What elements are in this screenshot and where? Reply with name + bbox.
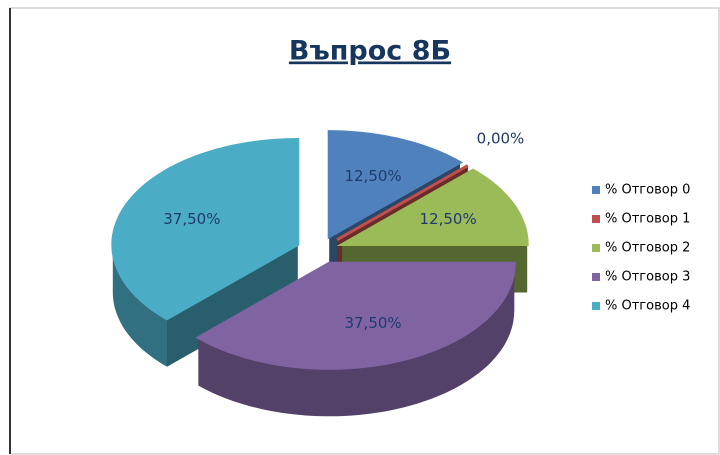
legend-swatch — [592, 244, 600, 252]
slice — [111, 137, 300, 321]
data-label: 37,50% — [344, 314, 401, 332]
legend-label: % Отговор 3 — [605, 270, 690, 285]
slice-side — [198, 263, 515, 417]
legend-label: % Отговор 2 — [605, 241, 690, 256]
legend-label: % Отговор 4 — [605, 299, 690, 314]
slice — [336, 164, 469, 242]
slice-side — [112, 244, 167, 367]
legend-label: % Отговор 0 — [605, 183, 690, 198]
slice — [336, 168, 529, 246]
legend-swatch — [592, 186, 600, 194]
data-label: 12,50% — [344, 167, 401, 185]
data-label: 0,00% — [477, 130, 525, 148]
data-label: 12,50% — [420, 210, 477, 228]
slice — [327, 130, 464, 240]
legend-label: % Отговор 1 — [605, 212, 690, 227]
legend-swatch — [592, 273, 600, 281]
data-label: 37,50% — [163, 210, 220, 228]
legend-swatch — [592, 215, 600, 223]
legend-swatch — [592, 302, 600, 310]
chart-title: Въпрос 8Б — [289, 36, 451, 67]
slice — [195, 261, 516, 370]
